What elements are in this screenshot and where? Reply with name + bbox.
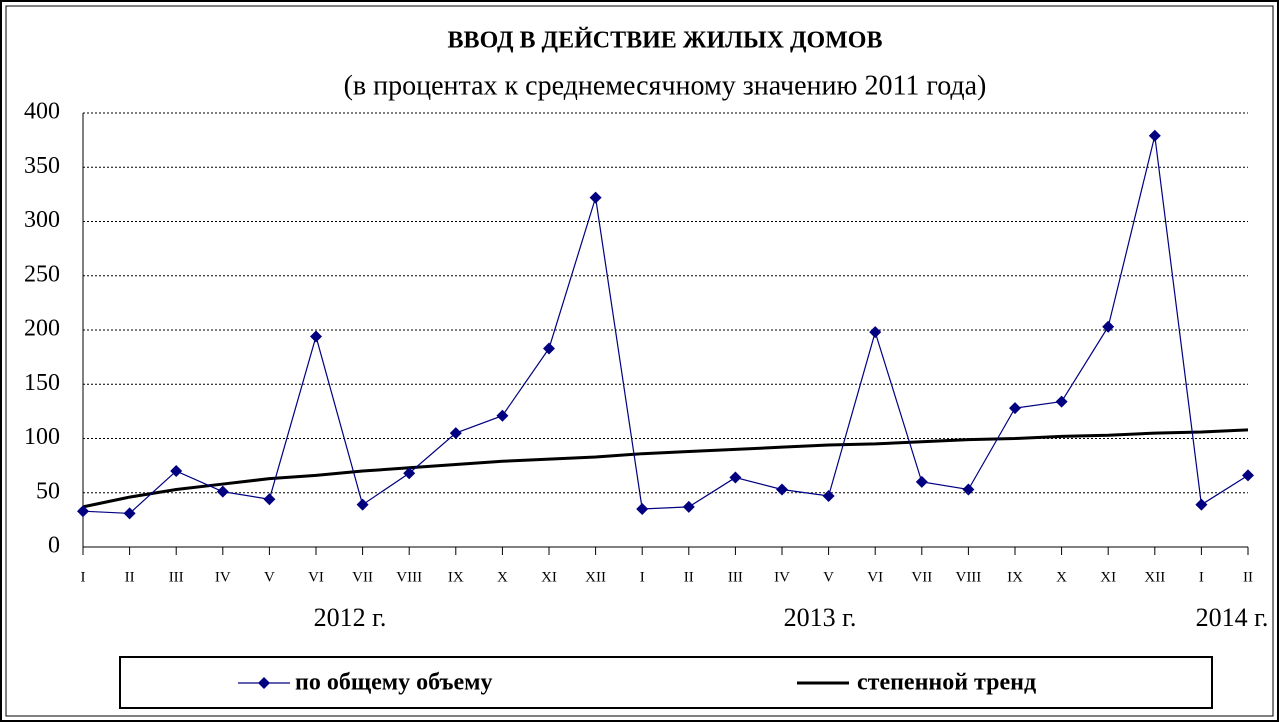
y-tick-label: 150 xyxy=(24,370,60,396)
x-tick-label: II xyxy=(125,569,135,585)
x-tick-label: III xyxy=(728,569,743,585)
data-point xyxy=(776,483,788,496)
chart-title: ВВОД В ДЕЙСТВИЕ ЖИЛЫХ ДОМОВ xyxy=(448,28,883,54)
y-tick-label: 100 xyxy=(24,424,60,450)
x-tick-label: VIII xyxy=(955,569,981,585)
x-tick-label: I xyxy=(81,569,86,585)
data-point xyxy=(1009,402,1021,415)
x-tick-label: XII xyxy=(1144,569,1165,585)
x-tick-label: II xyxy=(1243,569,1253,585)
data-point xyxy=(216,485,229,498)
data-point xyxy=(449,427,462,440)
x-tick-label: II xyxy=(684,569,694,585)
x-tick-label: I xyxy=(640,569,645,585)
y-tick-label: 0 xyxy=(48,533,60,559)
year-label: 2012 г. xyxy=(314,603,387,632)
series-line xyxy=(82,428,1249,509)
chart-subtitle: (в процентах к среднемесячному значению … xyxy=(344,70,987,101)
y-tick-label: 300 xyxy=(24,207,60,233)
data-point xyxy=(1148,129,1161,142)
x-tick-label: XI xyxy=(541,569,557,585)
x-tick-label: I xyxy=(1199,569,1204,585)
y-tick-label: 250 xyxy=(24,261,60,287)
data-point xyxy=(1102,320,1115,333)
x-tick-label: VII xyxy=(352,569,373,585)
y-tick-label: 400 xyxy=(24,99,60,125)
x-tick-label: IV xyxy=(774,569,790,585)
legend-label: степенной тренд xyxy=(857,670,1036,696)
data-point xyxy=(543,342,555,355)
legend xyxy=(119,656,1213,709)
data-point xyxy=(729,471,742,484)
y-tick-label: 350 xyxy=(24,153,60,179)
year-label: 2014 г. xyxy=(1196,603,1269,632)
x-tick-label: VII xyxy=(911,569,932,585)
data-point xyxy=(263,493,276,506)
data-point xyxy=(869,326,882,339)
data-point xyxy=(915,475,928,488)
y-tick-label: 50 xyxy=(36,478,60,504)
data-point xyxy=(356,498,369,511)
series-line xyxy=(82,135,1249,514)
legend-label: по общему объему xyxy=(295,670,492,696)
data-point xyxy=(170,465,183,478)
y-tick-label: 200 xyxy=(24,316,60,342)
year-label: 2013 г. xyxy=(784,603,857,632)
legend-marker xyxy=(258,677,270,689)
data-point xyxy=(1055,395,1068,408)
x-tick-label: IX xyxy=(448,569,464,585)
x-tick-label: X xyxy=(1056,569,1067,585)
x-tick-label: III xyxy=(169,569,184,585)
data-point xyxy=(1242,469,1254,482)
x-tick-label: VIII xyxy=(396,569,422,585)
x-tick-label: V xyxy=(264,569,275,585)
frame-inner xyxy=(5,5,1274,717)
data-point xyxy=(1195,498,1208,511)
x-tick-label: XI xyxy=(1100,569,1116,585)
data-point xyxy=(496,409,509,422)
data-point xyxy=(962,483,975,496)
x-tick-label: V xyxy=(823,569,834,585)
data-point xyxy=(310,330,322,343)
x-tick-label: IV xyxy=(215,569,231,585)
data-point xyxy=(589,191,602,204)
data-point xyxy=(822,490,835,503)
x-tick-label: X xyxy=(497,569,508,585)
x-tick-label: IX xyxy=(1007,569,1023,585)
x-tick-label: VI xyxy=(308,569,324,585)
x-tick-label: XII xyxy=(585,569,606,585)
data-point xyxy=(403,467,416,480)
x-tick-label: VI xyxy=(867,569,883,585)
data-point xyxy=(123,507,136,520)
data-point xyxy=(636,503,649,516)
data-point xyxy=(77,505,89,518)
data-point xyxy=(682,500,695,513)
